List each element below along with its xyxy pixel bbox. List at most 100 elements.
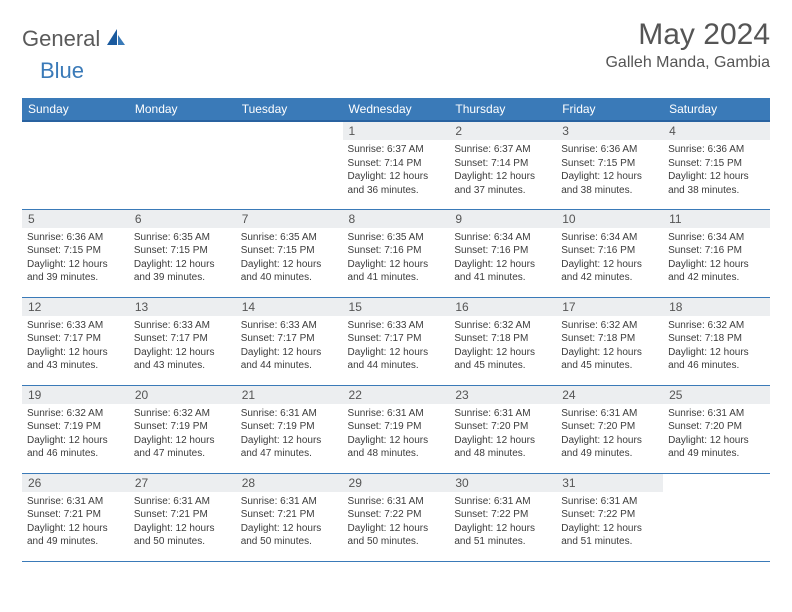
day-number: 31 <box>556 474 663 492</box>
day-number: 9 <box>449 210 556 228</box>
day-number: 30 <box>449 474 556 492</box>
day-number: 17 <box>556 298 663 316</box>
day-details: Sunrise: 6:35 AMSunset: 7:16 PMDaylight:… <box>343 228 450 287</box>
calendar-day-cell: 17Sunrise: 6:32 AMSunset: 7:18 PMDayligh… <box>556 297 663 385</box>
day-number: 5 <box>22 210 129 228</box>
calendar-day-cell: 24Sunrise: 6:31 AMSunset: 7:20 PMDayligh… <box>556 385 663 473</box>
weekday-header-row: Sunday Monday Tuesday Wednesday Thursday… <box>22 98 770 121</box>
weekday-header: Tuesday <box>236 98 343 121</box>
calendar-day-cell: 6Sunrise: 6:35 AMSunset: 7:15 PMDaylight… <box>129 209 236 297</box>
day-number <box>236 122 343 140</box>
logo-sail-icon <box>105 27 127 52</box>
day-number: 25 <box>663 386 770 404</box>
logo-text-general: General <box>22 26 100 52</box>
calendar-week-row: 5Sunrise: 6:36 AMSunset: 7:15 PMDaylight… <box>22 209 770 297</box>
day-number: 18 <box>663 298 770 316</box>
day-details: Sunrise: 6:36 AMSunset: 7:15 PMDaylight:… <box>22 228 129 287</box>
day-number: 20 <box>129 386 236 404</box>
day-number: 26 <box>22 474 129 492</box>
calendar-day-cell: 3Sunrise: 6:36 AMSunset: 7:15 PMDaylight… <box>556 121 663 209</box>
day-number: 10 <box>556 210 663 228</box>
day-number: 15 <box>343 298 450 316</box>
calendar-day-cell: 15Sunrise: 6:33 AMSunset: 7:17 PMDayligh… <box>343 297 450 385</box>
day-details: Sunrise: 6:32 AMSunset: 7:18 PMDaylight:… <box>663 316 770 375</box>
day-number: 24 <box>556 386 663 404</box>
calendar-day-cell: 22Sunrise: 6:31 AMSunset: 7:19 PMDayligh… <box>343 385 450 473</box>
day-number: 19 <box>22 386 129 404</box>
calendar-day-cell: 5Sunrise: 6:36 AMSunset: 7:15 PMDaylight… <box>22 209 129 297</box>
weekday-header: Monday <box>129 98 236 121</box>
calendar-day-cell: 10Sunrise: 6:34 AMSunset: 7:16 PMDayligh… <box>556 209 663 297</box>
calendar-week-row: 1Sunrise: 6:37 AMSunset: 7:14 PMDaylight… <box>22 121 770 209</box>
day-number: 13 <box>129 298 236 316</box>
day-details: Sunrise: 6:31 AMSunset: 7:22 PMDaylight:… <box>343 492 450 551</box>
calendar-day-cell: 23Sunrise: 6:31 AMSunset: 7:20 PMDayligh… <box>449 385 556 473</box>
calendar-day-cell: 31Sunrise: 6:31 AMSunset: 7:22 PMDayligh… <box>556 473 663 561</box>
day-number: 23 <box>449 386 556 404</box>
day-details: Sunrise: 6:33 AMSunset: 7:17 PMDaylight:… <box>22 316 129 375</box>
calendar-day-cell: 16Sunrise: 6:32 AMSunset: 7:18 PMDayligh… <box>449 297 556 385</box>
calendar-day-cell: 12Sunrise: 6:33 AMSunset: 7:17 PMDayligh… <box>22 297 129 385</box>
calendar-day-cell <box>129 121 236 209</box>
day-number: 11 <box>663 210 770 228</box>
calendar-day-cell: 11Sunrise: 6:34 AMSunset: 7:16 PMDayligh… <box>663 209 770 297</box>
day-number: 29 <box>343 474 450 492</box>
weekday-header: Sunday <box>22 98 129 121</box>
calendar-day-cell: 29Sunrise: 6:31 AMSunset: 7:22 PMDayligh… <box>343 473 450 561</box>
calendar-day-cell: 8Sunrise: 6:35 AMSunset: 7:16 PMDaylight… <box>343 209 450 297</box>
day-number: 2 <box>449 122 556 140</box>
title-block: May 2024 Galleh Manda, Gambia <box>605 18 770 72</box>
day-number <box>663 474 770 492</box>
month-title: May 2024 <box>605 18 770 52</box>
logo-text-blue: Blue <box>40 58 84 84</box>
location: Galleh Manda, Gambia <box>605 54 770 72</box>
calendar-day-cell: 18Sunrise: 6:32 AMSunset: 7:18 PMDayligh… <box>663 297 770 385</box>
calendar-day-cell: 20Sunrise: 6:32 AMSunset: 7:19 PMDayligh… <box>129 385 236 473</box>
day-number: 7 <box>236 210 343 228</box>
day-details: Sunrise: 6:31 AMSunset: 7:21 PMDaylight:… <box>129 492 236 551</box>
day-details: Sunrise: 6:31 AMSunset: 7:20 PMDaylight:… <box>556 404 663 463</box>
day-details: Sunrise: 6:31 AMSunset: 7:20 PMDaylight:… <box>663 404 770 463</box>
weekday-header: Thursday <box>449 98 556 121</box>
calendar-day-cell: 27Sunrise: 6:31 AMSunset: 7:21 PMDayligh… <box>129 473 236 561</box>
day-number: 21 <box>236 386 343 404</box>
day-number: 12 <box>22 298 129 316</box>
day-number: 16 <box>449 298 556 316</box>
weekday-header: Wednesday <box>343 98 450 121</box>
calendar-day-cell: 9Sunrise: 6:34 AMSunset: 7:16 PMDaylight… <box>449 209 556 297</box>
calendar-day-cell <box>22 121 129 209</box>
day-number: 6 <box>129 210 236 228</box>
day-details: Sunrise: 6:34 AMSunset: 7:16 PMDaylight:… <box>663 228 770 287</box>
day-number: 3 <box>556 122 663 140</box>
day-details: Sunrise: 6:31 AMSunset: 7:22 PMDaylight:… <box>556 492 663 551</box>
day-number: 27 <box>129 474 236 492</box>
day-details: Sunrise: 6:32 AMSunset: 7:19 PMDaylight:… <box>22 404 129 463</box>
day-details: Sunrise: 6:31 AMSunset: 7:19 PMDaylight:… <box>236 404 343 463</box>
calendar-day-cell: 1Sunrise: 6:37 AMSunset: 7:14 PMDaylight… <box>343 121 450 209</box>
day-details: Sunrise: 6:37 AMSunset: 7:14 PMDaylight:… <box>449 140 556 199</box>
day-number <box>129 122 236 140</box>
day-details: Sunrise: 6:31 AMSunset: 7:20 PMDaylight:… <box>449 404 556 463</box>
day-details: Sunrise: 6:33 AMSunset: 7:17 PMDaylight:… <box>236 316 343 375</box>
day-details: Sunrise: 6:32 AMSunset: 7:18 PMDaylight:… <box>449 316 556 375</box>
day-number: 1 <box>343 122 450 140</box>
calendar-day-cell <box>663 473 770 561</box>
day-details: Sunrise: 6:36 AMSunset: 7:15 PMDaylight:… <box>556 140 663 199</box>
day-number: 28 <box>236 474 343 492</box>
calendar-day-cell: 13Sunrise: 6:33 AMSunset: 7:17 PMDayligh… <box>129 297 236 385</box>
day-details: Sunrise: 6:32 AMSunset: 7:18 PMDaylight:… <box>556 316 663 375</box>
day-number: 4 <box>663 122 770 140</box>
weekday-header: Friday <box>556 98 663 121</box>
calendar-day-cell <box>236 121 343 209</box>
calendar-day-cell: 19Sunrise: 6:32 AMSunset: 7:19 PMDayligh… <box>22 385 129 473</box>
day-details: Sunrise: 6:35 AMSunset: 7:15 PMDaylight:… <box>129 228 236 287</box>
calendar-day-cell: 28Sunrise: 6:31 AMSunset: 7:21 PMDayligh… <box>236 473 343 561</box>
day-details: Sunrise: 6:31 AMSunset: 7:21 PMDaylight:… <box>22 492 129 551</box>
day-details: Sunrise: 6:31 AMSunset: 7:21 PMDaylight:… <box>236 492 343 551</box>
logo: General <box>22 18 129 52</box>
day-number: 22 <box>343 386 450 404</box>
weekday-header: Saturday <box>663 98 770 121</box>
calendar-day-cell: 4Sunrise: 6:36 AMSunset: 7:15 PMDaylight… <box>663 121 770 209</box>
calendar-day-cell: 14Sunrise: 6:33 AMSunset: 7:17 PMDayligh… <box>236 297 343 385</box>
calendar-week-row: 12Sunrise: 6:33 AMSunset: 7:17 PMDayligh… <box>22 297 770 385</box>
